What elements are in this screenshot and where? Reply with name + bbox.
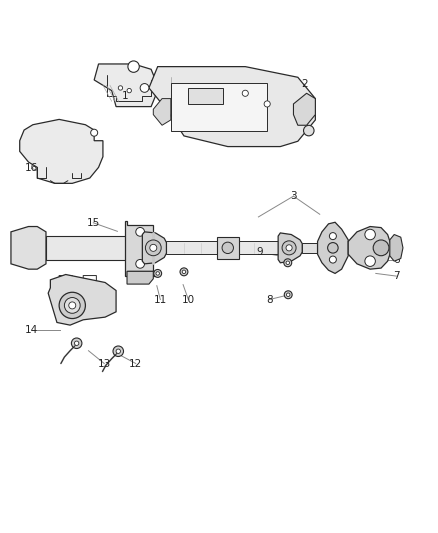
Text: 6: 6 xyxy=(393,255,400,265)
Circle shape xyxy=(140,84,149,92)
Circle shape xyxy=(328,243,338,253)
Circle shape xyxy=(150,244,157,252)
Text: 1: 1 xyxy=(121,91,128,101)
Circle shape xyxy=(136,228,145,236)
Text: 4: 4 xyxy=(393,239,400,249)
Circle shape xyxy=(284,259,292,266)
Polygon shape xyxy=(390,235,403,261)
Polygon shape xyxy=(293,93,315,125)
Text: 16: 16 xyxy=(25,164,38,173)
Polygon shape xyxy=(46,236,140,260)
Text: 15: 15 xyxy=(87,218,100,228)
Circle shape xyxy=(284,291,292,298)
Text: 8: 8 xyxy=(266,295,273,304)
Polygon shape xyxy=(125,221,155,276)
Circle shape xyxy=(242,90,248,96)
Circle shape xyxy=(182,270,186,273)
Circle shape xyxy=(127,88,131,93)
Text: 3: 3 xyxy=(290,191,297,201)
Polygon shape xyxy=(348,227,392,269)
Circle shape xyxy=(136,260,145,268)
Text: 7: 7 xyxy=(393,271,400,281)
Circle shape xyxy=(64,297,80,313)
Circle shape xyxy=(128,61,139,72)
Circle shape xyxy=(329,256,336,263)
Polygon shape xyxy=(149,67,315,147)
Circle shape xyxy=(222,242,233,254)
Circle shape xyxy=(286,293,290,296)
Text: 10: 10 xyxy=(182,295,195,304)
Circle shape xyxy=(118,86,123,90)
Circle shape xyxy=(329,232,336,240)
Circle shape xyxy=(286,261,290,264)
Text: 14: 14 xyxy=(25,326,38,335)
Text: 9: 9 xyxy=(257,247,264,257)
Polygon shape xyxy=(48,274,116,325)
Polygon shape xyxy=(318,222,348,273)
FancyBboxPatch shape xyxy=(171,83,267,131)
Polygon shape xyxy=(153,99,171,125)
Text: 2: 2 xyxy=(301,79,308,89)
Polygon shape xyxy=(278,233,302,263)
Circle shape xyxy=(286,245,292,251)
Polygon shape xyxy=(11,227,46,269)
Circle shape xyxy=(282,241,296,255)
Circle shape xyxy=(156,272,159,275)
Polygon shape xyxy=(217,237,239,259)
Circle shape xyxy=(365,256,375,266)
Circle shape xyxy=(113,346,124,357)
Text: 12: 12 xyxy=(129,359,142,368)
Circle shape xyxy=(59,292,85,319)
Circle shape xyxy=(180,268,188,276)
Text: 13: 13 xyxy=(98,359,111,368)
Circle shape xyxy=(304,125,314,136)
Circle shape xyxy=(71,338,82,349)
Circle shape xyxy=(69,302,76,309)
Polygon shape xyxy=(142,232,166,264)
Polygon shape xyxy=(127,271,153,284)
Polygon shape xyxy=(302,243,342,253)
Circle shape xyxy=(154,270,162,277)
Circle shape xyxy=(145,240,161,256)
Bar xyxy=(188,88,223,104)
Polygon shape xyxy=(166,241,278,254)
Circle shape xyxy=(365,229,375,240)
Circle shape xyxy=(74,341,79,345)
Circle shape xyxy=(264,101,270,107)
Circle shape xyxy=(373,240,389,256)
Text: 11: 11 xyxy=(154,295,167,304)
Polygon shape xyxy=(94,64,155,107)
Polygon shape xyxy=(20,119,103,183)
Circle shape xyxy=(116,349,120,353)
Circle shape xyxy=(91,129,98,136)
